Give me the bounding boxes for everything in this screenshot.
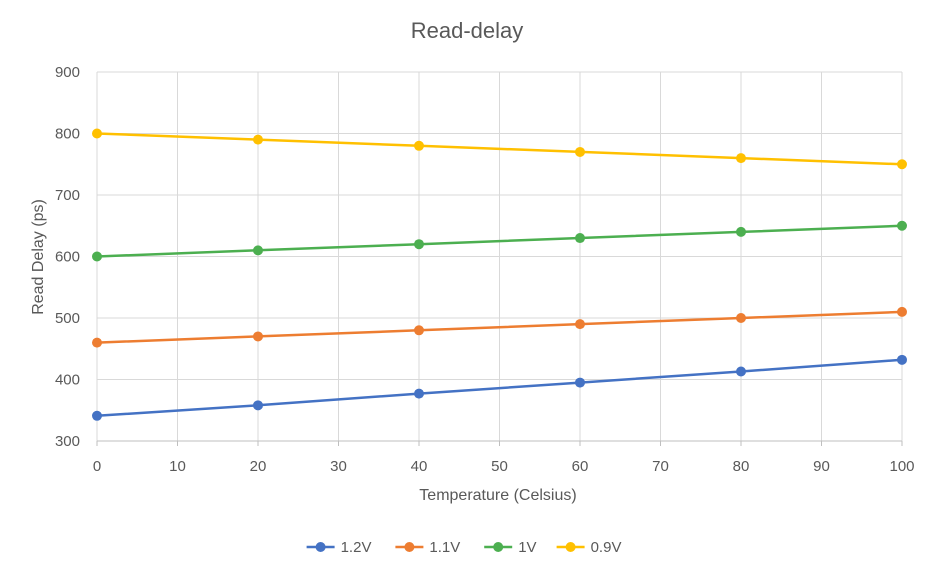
series-line-1.1V [96, 310, 903, 344]
x-tick-label: 30 [330, 458, 347, 475]
data-point-1V [92, 251, 102, 262]
data-point-1.1V [736, 313, 746, 323]
data-point-0.9V [736, 153, 746, 164]
axes: 300 400 500 600 700 800 900 0 10 20 30 40 50 60 70 80 90… [55, 64, 915, 475]
x-tick-label: 40 [411, 458, 428, 475]
series-line-1.2V [96, 358, 903, 418]
legend: 1.2V 1.1V 1V 0.9V [306, 539, 622, 556]
legend-item-1.2V: 1.2V [306, 539, 372, 556]
legend-item-1.1V: 1.1V [395, 539, 460, 556]
data-point-1.1V [414, 325, 424, 336]
y-axis-label: Read Delay (ps) [30, 199, 47, 315]
data-point-1.2V [253, 400, 263, 411]
y-tick-label: 500 [55, 310, 80, 327]
x-tick-label: 20 [250, 458, 267, 475]
legend-item-0.9V: 0.9V [556, 539, 622, 556]
legend-swatch-marker [493, 542, 504, 552]
x-tick-label: 60 [572, 458, 589, 475]
x-tick-label: 0 [93, 458, 101, 475]
y-tick-label: 800 [55, 126, 80, 143]
x-tick-label: 50 [491, 458, 508, 475]
legend-label: 1.1V [429, 539, 460, 556]
series-line-0.9V [96, 132, 903, 166]
legend-swatch-marker [404, 542, 415, 552]
y-tick-label: 700 [55, 187, 80, 204]
data-point-1.1V [575, 319, 585, 330]
series-lines [92, 128, 907, 421]
legend-swatch-marker [565, 542, 576, 552]
data-point-1.2V [736, 366, 746, 377]
data-point-1V [897, 220, 907, 231]
y-tick-label: 400 [55, 372, 80, 389]
legend-label: 1V [518, 539, 536, 556]
legend-swatch-marker [315, 542, 326, 552]
data-point-1.1V [253, 331, 263, 342]
x-tick-label: 70 [652, 458, 669, 475]
data-point-0.9V [575, 146, 585, 157]
x-tick-label: 10 [169, 458, 186, 475]
series-line-1V [96, 224, 903, 258]
data-point-1.2V [575, 377, 585, 388]
x-tick-label: 100 [889, 458, 914, 475]
legend-label: 1.2V [341, 539, 372, 556]
data-point-0.9V [92, 128, 102, 139]
data-point-1.1V [92, 337, 102, 348]
grid-lines [96, 71, 903, 442]
data-point-1V [253, 245, 263, 256]
data-point-1.2V [92, 410, 102, 421]
x-tick-label: 90 [813, 458, 830, 475]
y-tick-label: 900 [55, 64, 80, 81]
data-point-1V [736, 226, 746, 237]
data-point-1V [414, 239, 424, 250]
data-point-0.9V [253, 134, 263, 145]
chart-title: Read-delay [411, 18, 524, 43]
data-point-1.2V [414, 388, 424, 399]
data-point-0.9V [897, 159, 907, 170]
legend-item-1V: 1V [484, 539, 537, 556]
data-point-1.1V [897, 306, 907, 317]
x-axis-label: Temperature (Celsius) [419, 487, 576, 504]
y-tick-label: 300 [55, 433, 80, 450]
data-point-0.9V [414, 140, 424, 151]
x-tick-label: 80 [733, 458, 750, 475]
legend-label: 0.9V [591, 539, 622, 556]
data-point-1.2V [897, 354, 907, 365]
data-point-1V [575, 233, 585, 244]
y-tick-label: 600 [55, 249, 80, 266]
